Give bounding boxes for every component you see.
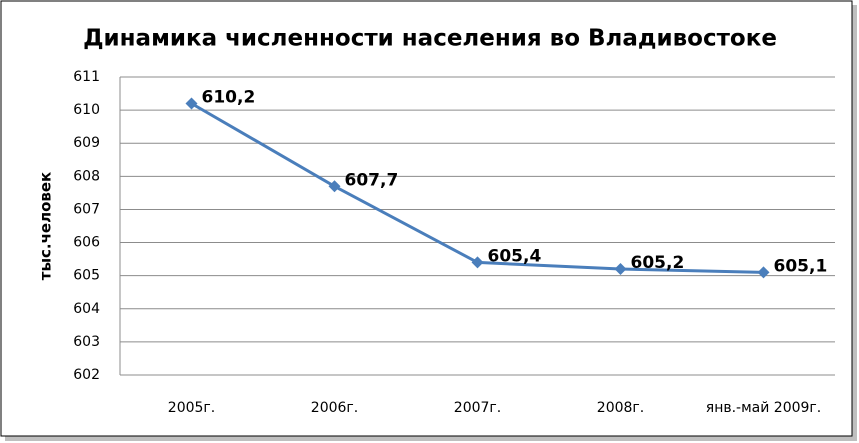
x-tick-label: янв.-май 2009г. <box>706 400 821 416</box>
x-tick-label: 2008г. <box>597 400 644 416</box>
marker <box>185 97 198 110</box>
y-tick-label: 608 <box>73 168 100 184</box>
y-tick-label: 611 <box>73 69 100 85</box>
x-tick-label: 2006г. <box>311 400 358 416</box>
data-label: 605,1 <box>774 256 828 276</box>
y-tick-label: 603 <box>73 334 100 350</box>
marker <box>614 263 627 276</box>
y-tick-label: 605 <box>73 268 100 284</box>
y-tick-label: 610 <box>73 102 100 118</box>
marker <box>757 266 770 279</box>
marker <box>471 256 484 269</box>
x-tick-label: 2007г. <box>454 400 501 416</box>
y-tick-label: 604 <box>73 301 100 317</box>
data-label: 610,2 <box>202 87 256 107</box>
y-axis-title: тыс.человек <box>37 172 55 280</box>
data-label: 605,4 <box>488 246 542 266</box>
chart-title: Динамика численности населения во Владив… <box>83 26 777 52</box>
y-tick-label: 607 <box>73 201 100 217</box>
y-tick-label: 609 <box>73 135 100 151</box>
x-tick-label: 2005г. <box>168 400 215 416</box>
y-tick-label: 602 <box>73 367 100 383</box>
data-label: 605,2 <box>631 253 685 273</box>
marker <box>328 180 341 193</box>
y-tick-label: 606 <box>73 235 100 251</box>
frame <box>0 0 853 437</box>
data-label: 607,7 <box>345 170 399 190</box>
